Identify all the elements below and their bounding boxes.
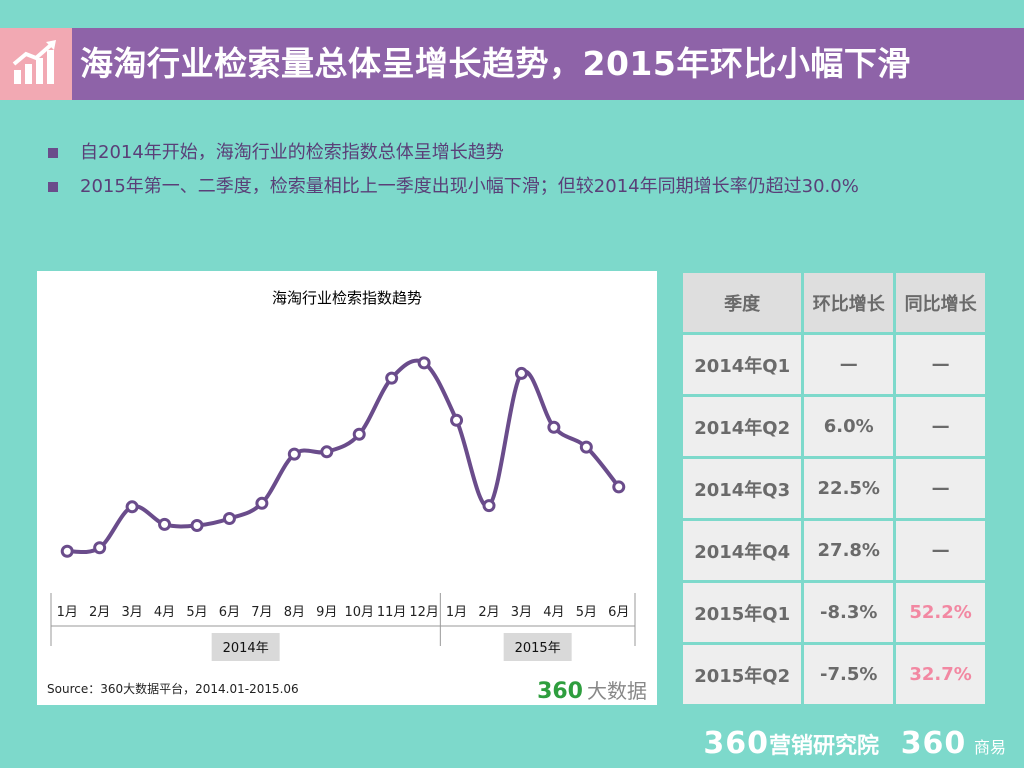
page-title: 海淘行业检索量总体呈增长趋势，2015年环比小幅下滑 bbox=[80, 44, 911, 83]
x-tick-label: 12月 bbox=[409, 605, 439, 620]
table-cell: — bbox=[896, 335, 985, 394]
group-label: 2014年 bbox=[223, 641, 269, 656]
footer-logo: 360营销研究院 360 商易 bbox=[703, 726, 1006, 766]
x-tick-label: 7月 bbox=[251, 605, 272, 620]
data-point bbox=[450, 413, 464, 427]
footer-brand1-number: 360 bbox=[703, 726, 769, 761]
x-tick-label: 5月 bbox=[186, 605, 207, 620]
table-cell: 2015年Q1 bbox=[683, 583, 802, 642]
table-cell: 52.2% bbox=[896, 583, 985, 642]
bullet-square-icon bbox=[48, 148, 58, 158]
table-cell: — bbox=[896, 397, 985, 456]
table-cell: -8.3% bbox=[804, 583, 894, 642]
group-label-box bbox=[503, 633, 572, 661]
table-cell: 2014年Q2 bbox=[683, 397, 802, 456]
chart-panel: 海淘行业检索指数趋势 1月 2月 3月 4月 5月 6月 7月 8月 9月 10月 11月 12月 1月… bbox=[37, 271, 657, 705]
data-point bbox=[579, 440, 593, 454]
group-label: 2015年 bbox=[515, 641, 561, 656]
table-header-row: 季度 环比增长 同比增长 bbox=[683, 273, 985, 332]
data-point bbox=[417, 356, 431, 370]
x-tick-label: 4月 bbox=[543, 605, 564, 620]
bullet-square-icon bbox=[48, 182, 58, 192]
bullet-list: 自2014年开始，海淘行业的检索指数总体呈增长趋势 2015年第一、二季度，检索… bbox=[46, 140, 859, 208]
table-header-cell: 季度 bbox=[683, 273, 802, 332]
data-point bbox=[385, 371, 399, 385]
chart-logo-number: 360 bbox=[537, 679, 583, 704]
data-point bbox=[482, 499, 496, 513]
title-bar bbox=[0, 28, 1024, 100]
data-point bbox=[547, 420, 561, 434]
data-point bbox=[60, 544, 74, 558]
data-point bbox=[320, 445, 334, 459]
data-point bbox=[255, 496, 269, 510]
footer-brand2-number: 360 bbox=[900, 726, 967, 761]
x-tick-label: 3月 bbox=[511, 605, 532, 620]
table-cell: 2014年Q1 bbox=[683, 335, 802, 394]
table-cell: — bbox=[896, 521, 985, 580]
table-header-cell: 环比增长 bbox=[804, 273, 894, 332]
table-row: 2014年Q2 6.0% — bbox=[683, 397, 985, 456]
table-cell: — bbox=[896, 459, 985, 518]
table-cell: 32.7% bbox=[896, 645, 985, 704]
x-tick-label: 8月 bbox=[284, 605, 305, 620]
bullet-text: 2015年第一、二季度，检索量相比上一季度出现小幅下滑；但较2014年同期增长率… bbox=[80, 176, 859, 197]
x-tick-label: 11月 bbox=[377, 605, 407, 620]
x-tick-label: 6月 bbox=[608, 605, 629, 620]
footer-brand1-text: 营销研究院 bbox=[769, 734, 880, 759]
data-point bbox=[514, 366, 528, 380]
table-cell: 2015年Q2 bbox=[683, 645, 802, 704]
table-header-cell: 同比增长 bbox=[896, 273, 985, 332]
group-label-box bbox=[211, 633, 280, 661]
growth-chart-icon bbox=[12, 40, 56, 84]
x-tick-label: 2月 bbox=[478, 605, 499, 620]
chart-logo-text: 大数据 bbox=[587, 679, 647, 703]
bullet-text: 自2014年开始，海淘行业的检索指数总体呈增长趋势 bbox=[80, 142, 504, 163]
table-row: 2015年Q1 -8.3% 52.2% bbox=[683, 583, 985, 642]
table-cell: 6.0% bbox=[804, 397, 894, 456]
table-row: 2014年Q4 27.8% — bbox=[683, 521, 985, 580]
x-tick-label: 4月 bbox=[154, 605, 175, 620]
table-row: 2015年Q2 -7.5% 32.7% bbox=[683, 645, 985, 704]
data-point bbox=[352, 427, 366, 441]
x-tick-label: 1月 bbox=[446, 605, 467, 620]
chart-source: Source：360大数据平台，2014.01-2015.06 bbox=[47, 682, 299, 696]
data-point bbox=[93, 541, 107, 555]
chart-title: 海淘行业检索指数趋势 bbox=[271, 289, 422, 307]
line-chart: 1月 2月 3月 4月 5月 6月 7月 8月 9月 10月 11月 12月 1月 2月 3月 4月 5月 6月 2… bbox=[50, 356, 636, 661]
chart-logo: 360 大数据 bbox=[537, 675, 647, 704]
bullet-item: 2015年第一、二季度，检索量相比上一季度出现小幅下滑；但较2014年同期增长率… bbox=[46, 174, 859, 208]
x-tick-label: 5月 bbox=[576, 605, 597, 620]
table-cell: 2014年Q3 bbox=[683, 459, 802, 518]
footer-brand2-text: 商易 bbox=[973, 738, 1006, 757]
x-tick-label: 9月 bbox=[316, 605, 337, 620]
data-point bbox=[158, 517, 172, 531]
series-line bbox=[67, 358, 621, 555]
table-cell: 22.5% bbox=[804, 459, 894, 518]
x-tick-label: 6月 bbox=[219, 605, 240, 620]
growth-table: 季度 环比增长 同比增长 2014年Q1— —2014年Q2 6.0% —2014年Q3 22… bbox=[680, 270, 988, 707]
table-cell: -7.5% bbox=[804, 645, 894, 704]
table-cell: — bbox=[804, 335, 894, 394]
data-point bbox=[287, 447, 301, 461]
table-row: 2014年Q3 22.5% — bbox=[683, 459, 985, 518]
x-tick-label: 2月 bbox=[89, 605, 110, 620]
data-point bbox=[612, 480, 626, 494]
data-point bbox=[222, 512, 236, 525]
table-cell: 27.8% bbox=[804, 521, 894, 580]
data-point bbox=[125, 500, 139, 514]
title-icon-box bbox=[0, 28, 72, 100]
x-tick-label: 10月 bbox=[344, 605, 374, 620]
data-point bbox=[190, 519, 204, 533]
x-tick-label: 3月 bbox=[121, 605, 142, 620]
table-row: 2014年Q1— — bbox=[683, 335, 985, 394]
bullet-item: 自2014年开始，海淘行业的检索指数总体呈增长趋势 bbox=[46, 140, 859, 174]
x-tick-label: 1月 bbox=[57, 605, 78, 620]
table-cell: 2014年Q4 bbox=[683, 521, 802, 580]
